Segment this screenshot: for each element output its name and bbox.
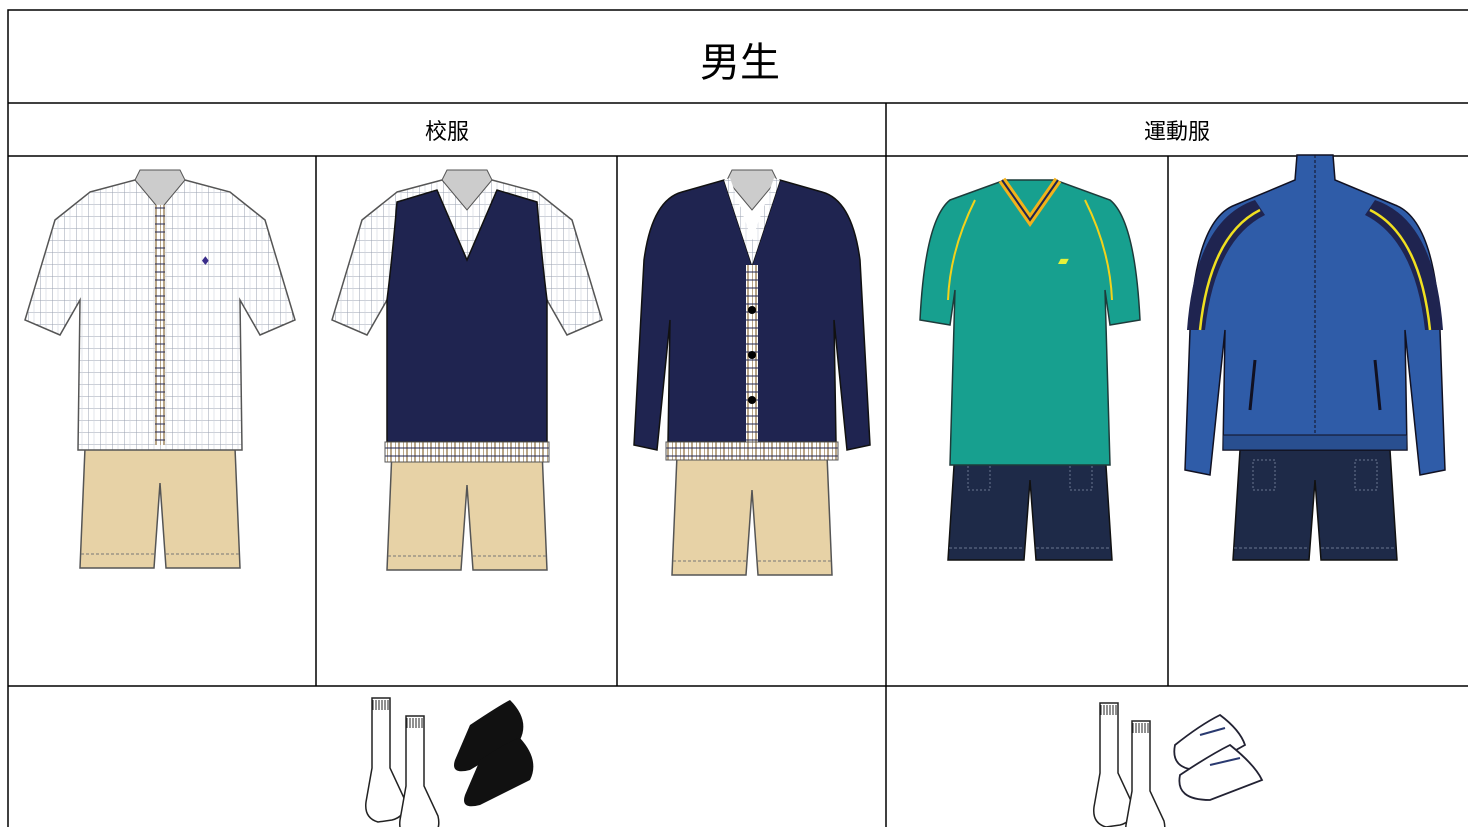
svg-text:▰: ▰ <box>1058 253 1069 269</box>
table-borders <box>7 9 1468 827</box>
shirt-illustration: ♦ <box>24 169 296 569</box>
title: 男生 <box>700 40 780 86</box>
column-header: 校服 <box>425 120 469 145</box>
vest-illustration <box>331 169 603 571</box>
sport-jacket-illustration <box>1184 154 1446 561</box>
school-socks-shoes <box>365 697 534 827</box>
svg-text:♦: ♦ <box>200 254 211 268</box>
sport-tee-illustration: ▰ <box>919 177 1141 561</box>
sport-socks-shoes <box>1093 702 1264 827</box>
cardigan-illustration <box>633 169 871 576</box>
column-header: 運動服 <box>1144 120 1210 145</box>
